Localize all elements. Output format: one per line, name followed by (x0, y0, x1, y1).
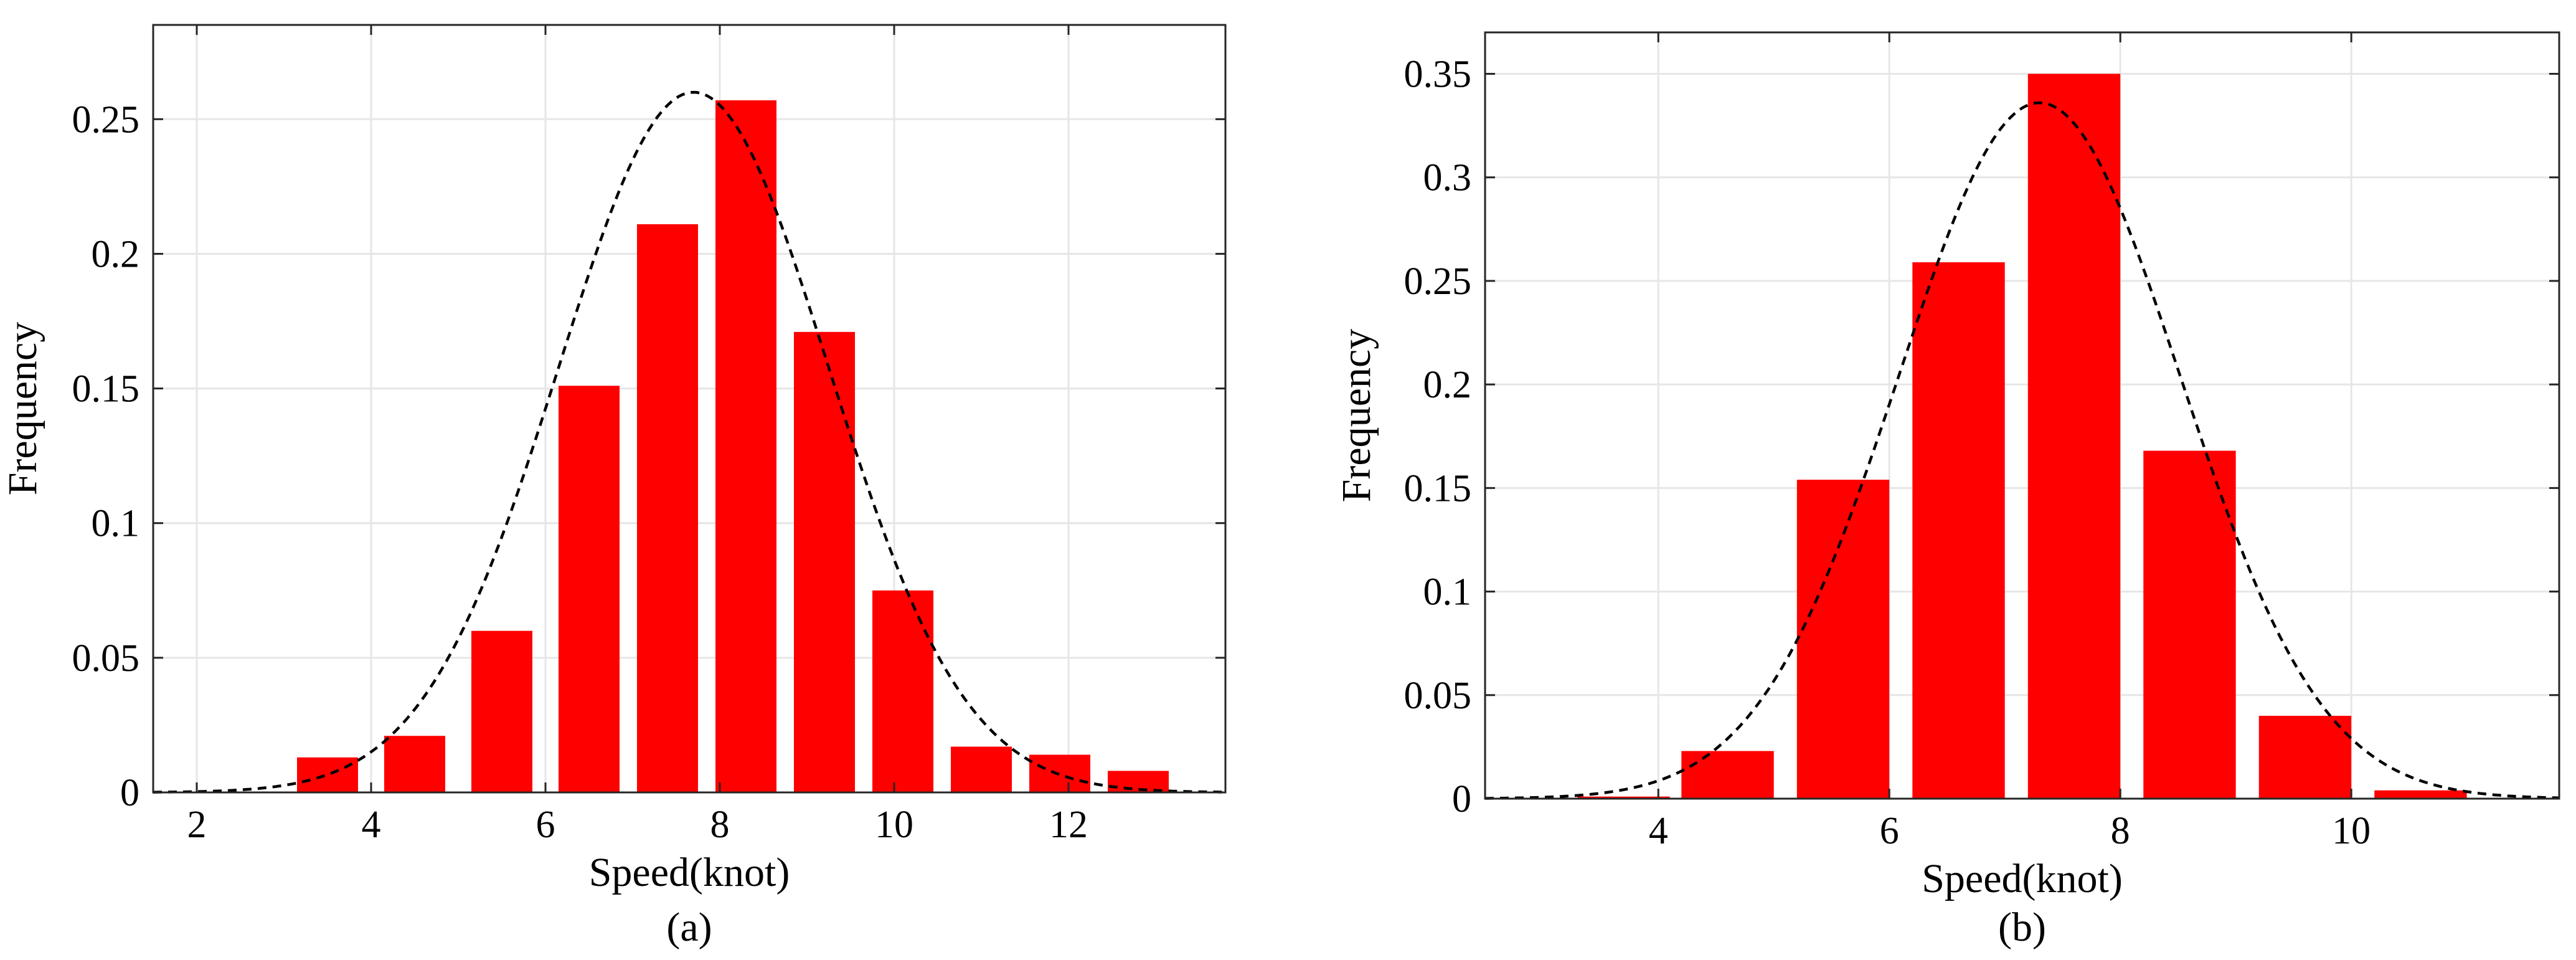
frequency-bar (384, 736, 445, 792)
x-tick-label: 2 (187, 804, 207, 846)
y-tick-label: 0.15 (72, 368, 140, 411)
y-tick-label: 0.25 (72, 98, 140, 141)
x-tick-label: 12 (1049, 804, 1088, 846)
frequency-bar (2374, 790, 2467, 799)
x-tick-label: 8 (710, 804, 730, 846)
y-tick-label: 0.25 (1404, 260, 1472, 303)
panel-caption: (b) (1998, 905, 2046, 950)
y-tick-label: 0.3 (1423, 157, 1472, 199)
x-tick-label: 6 (536, 804, 555, 846)
panel-a: 2 4 6 8 10 12 0 0.05 0.1 0.15 0.2 0.25 Speed(knot) Fr… (0, 24, 1227, 950)
frequency-bar (1912, 262, 2005, 799)
x-tick-label: 6 (1880, 810, 1899, 852)
frequency-bar (297, 757, 358, 792)
plot-frame (1484, 31, 2560, 800)
frequency-bar (2143, 450, 2236, 799)
y-tick-label: 0.35 (1404, 53, 1472, 95)
y-tick-label: 0 (1452, 778, 1471, 820)
x-tick-label: 8 (2111, 810, 2130, 852)
frequency-bar (2027, 74, 2121, 799)
x-axis-label: Speed(knot) (589, 850, 790, 895)
frequency-bar (2258, 716, 2352, 799)
y-tick-label: 0.05 (1404, 675, 1472, 717)
frequency-bar (637, 224, 698, 793)
frequency-bar (471, 630, 532, 792)
y-tick-label: 0.2 (92, 233, 140, 275)
y-tick-label: 0.2 (1423, 364, 1472, 406)
frequency-bar (794, 331, 855, 792)
frequency-bar (1577, 796, 1670, 799)
y-tick-label: 0.15 (1404, 467, 1472, 510)
normal-fit-curve (1485, 101, 2560, 800)
plot-frame (152, 24, 1227, 794)
frequency-bar (1796, 480, 1890, 799)
x-tick-label: 4 (362, 804, 381, 846)
x-axis-label: Speed(knot) (1922, 856, 2123, 901)
y-axis-label: Frequency (0, 322, 45, 496)
frequency-bar (1029, 754, 1090, 792)
y-axis-label: Frequency (1334, 329, 1379, 503)
y-tick-label: 0 (120, 772, 139, 814)
frequency-bar (1681, 751, 1774, 799)
x-tick-label: 10 (2332, 810, 2371, 852)
frequency-bar (715, 100, 776, 793)
x-tick-label: 4 (1649, 810, 1668, 852)
y-tick-label: 0.1 (92, 503, 140, 545)
frequency-bar (951, 746, 1012, 792)
frequency-bar (559, 386, 620, 792)
frequency-bar (872, 590, 933, 792)
y-tick-label: 0.1 (1423, 571, 1472, 614)
frequency-bar (1108, 771, 1169, 792)
panel-caption: (a) (666, 905, 712, 950)
normal-fit-curve (153, 90, 1225, 794)
x-tick-label: 10 (875, 804, 913, 846)
panel-b: 4 6 8 10 0 0.05 0.1 0.15 0.2 0.25 0.3 0.35 Speed(kno… (1334, 31, 2560, 950)
y-tick-label: 0.05 (72, 637, 140, 680)
